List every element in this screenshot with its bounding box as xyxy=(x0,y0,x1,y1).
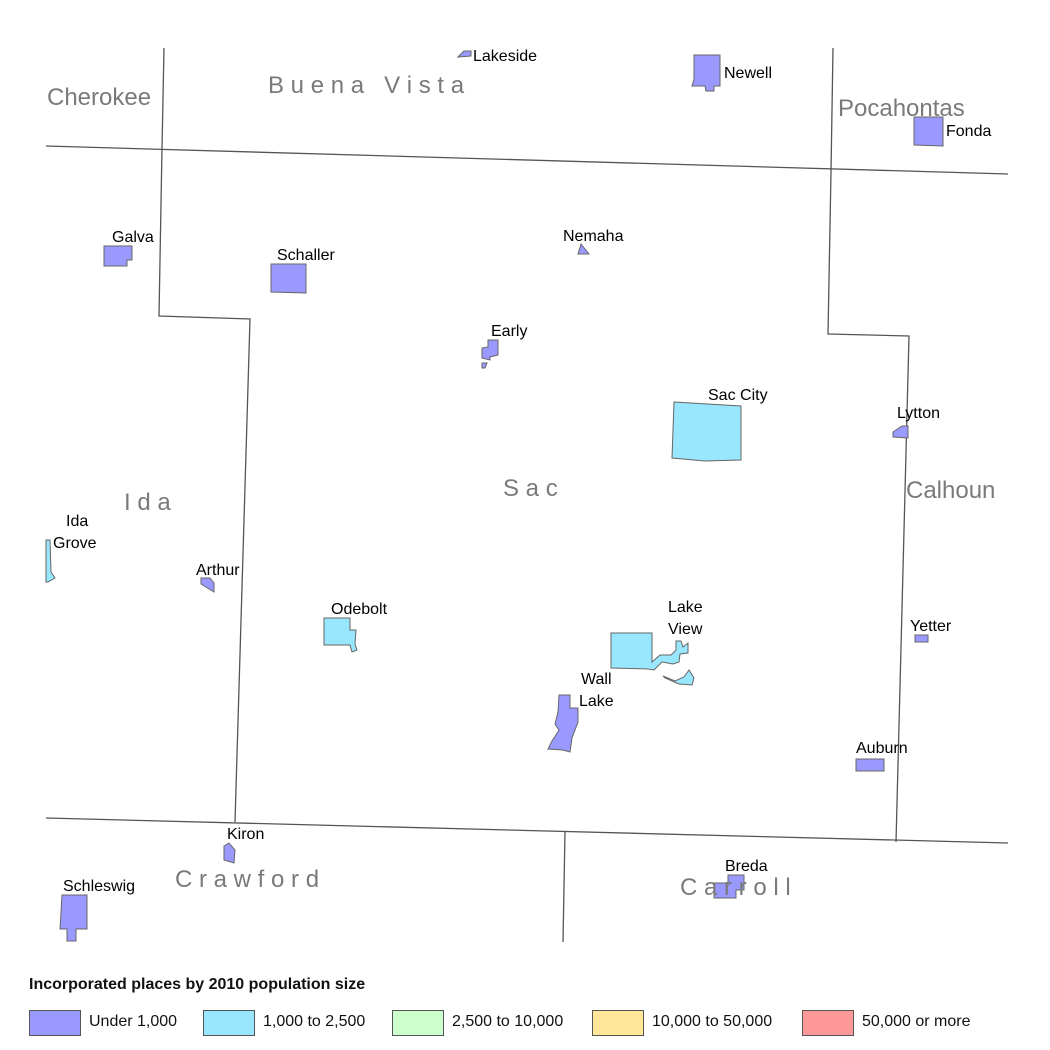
place-breda[interactable] xyxy=(713,874,745,899)
place-label-lytton: Lytton xyxy=(897,405,940,422)
place-label-early: Early xyxy=(491,323,527,340)
place-label-wall-lake: Wall xyxy=(581,671,612,688)
place-fonda[interactable] xyxy=(913,116,944,147)
place-label-nemaha: Nemaha xyxy=(563,228,624,245)
boundary-north xyxy=(45,145,1009,175)
place-wall-lake[interactable] xyxy=(547,694,579,753)
legend-swatch xyxy=(592,1010,644,1036)
place-label-lake-view: Lake xyxy=(668,599,703,616)
place-yetter[interactable] xyxy=(914,634,929,643)
place-label-fonda: Fonda xyxy=(946,123,991,140)
legend-swatch xyxy=(203,1010,255,1036)
county-label-crawford: C r a w f o r d xyxy=(175,866,319,893)
place-label-newell: Newell xyxy=(724,65,772,82)
place-galva[interactable] xyxy=(103,245,133,267)
place-odebolt[interactable] xyxy=(323,617,358,653)
place-early[interactable] xyxy=(481,339,499,369)
place-label-arthur: Arthur xyxy=(196,562,240,579)
boundary-ida-sac xyxy=(158,147,251,823)
county-label-cherokee: Cherokee xyxy=(47,84,151,111)
legend-swatch xyxy=(802,1010,854,1036)
place-label-kiron: Kiron xyxy=(227,826,264,843)
legend-label: 2,500 to 10,000 xyxy=(452,1013,564,1030)
place-label-sac-city: Sac City xyxy=(708,387,768,404)
boundary-cherokee-buena-vista xyxy=(161,47,165,149)
boundary-crawford-carroll xyxy=(562,831,566,943)
place-label-schaller: Schaller xyxy=(277,247,335,264)
legend-label: 50,000 or more xyxy=(862,1013,971,1030)
legend-label: Under 1,000 xyxy=(89,1013,178,1030)
county-boundaries xyxy=(45,47,1009,943)
place-ida-grove[interactable] xyxy=(45,539,56,583)
place-lakeside[interactable] xyxy=(456,50,472,58)
place-lake-view[interactable] xyxy=(610,632,695,686)
place-nemaha[interactable] xyxy=(577,242,591,255)
place-labels: Lakeside Newell Fonda Galva Schaller Nem… xyxy=(53,48,991,895)
legend-label: 1,000 to 2,500 xyxy=(263,1013,366,1030)
boundary-buena-vista-pocahontas xyxy=(830,47,834,173)
legend-title: Incorporated places by 2010 population s… xyxy=(29,976,366,993)
place-label-odebolt: Odebolt xyxy=(331,601,388,618)
county-label-calhoun: Calhoun xyxy=(906,477,995,504)
boundary-south xyxy=(45,817,1009,844)
place-arthur[interactable] xyxy=(200,577,215,593)
county-labels: B u e n a V i s t a Cherokee Pocahontas … xyxy=(47,72,995,901)
places xyxy=(45,50,944,942)
place-lytton[interactable] xyxy=(892,425,909,439)
place-label-ida-grove-line2: Grove xyxy=(53,535,97,552)
place-sac-city[interactable] xyxy=(671,401,742,462)
place-schaller[interactable] xyxy=(270,263,307,294)
place-newell[interactable] xyxy=(691,54,721,92)
place-label-wall-lake-line2: Lake xyxy=(579,693,614,710)
place-label-ida-grove: Ida xyxy=(66,513,88,530)
place-schleswig[interactable] xyxy=(59,894,88,942)
place-label-schleswig: Schleswig xyxy=(63,878,135,895)
county-label-ida: I d a xyxy=(124,489,171,516)
county-label-sac: S a c xyxy=(503,475,558,502)
county-label-carroll: C a r r o l l xyxy=(680,874,791,901)
place-label-yetter: Yetter xyxy=(910,618,952,635)
county-label-buena-vista: B u e n a V i s t a xyxy=(268,72,465,99)
place-label-auburn: Auburn xyxy=(856,740,908,757)
place-auburn[interactable] xyxy=(855,758,885,772)
legend-swatch xyxy=(392,1010,444,1036)
place-kiron[interactable] xyxy=(223,842,236,864)
boundary-sac-calhoun xyxy=(827,171,910,843)
county-label-pocahontas: Pocahontas xyxy=(838,95,965,122)
legend-label: 10,000 to 50,000 xyxy=(652,1013,773,1030)
place-label-galva: Galva xyxy=(112,229,154,246)
place-label-lakeside: Lakeside xyxy=(473,48,537,65)
legend-swatch xyxy=(29,1010,81,1036)
place-label-breda: Breda xyxy=(725,858,768,875)
place-label-lake-view-line2: View xyxy=(668,621,703,638)
